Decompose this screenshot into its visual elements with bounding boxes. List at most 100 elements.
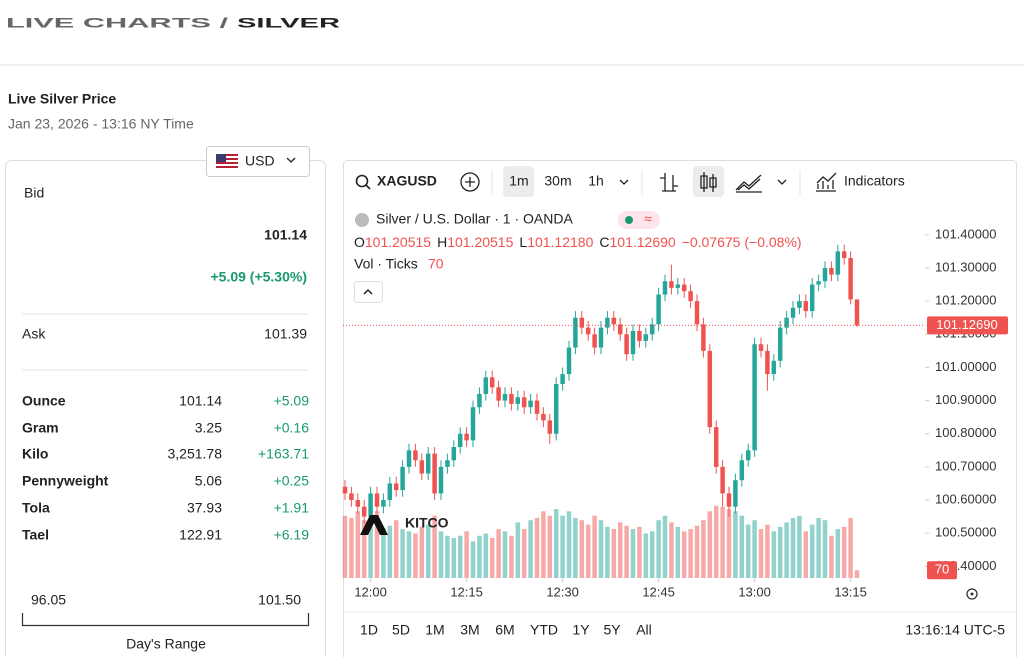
unit-name: Tael	[22, 527, 49, 543]
candle-body	[515, 397, 521, 404]
candle-body	[643, 334, 649, 341]
candle-body	[451, 447, 457, 461]
interval[interactable]: 30m	[544, 173, 571, 189]
range-high: 101.50	[258, 592, 301, 608]
area-icon[interactable]	[735, 174, 762, 193]
candle-body	[573, 317, 578, 348]
candle-body	[809, 284, 815, 312]
ask: 101.39	[264, 326, 307, 342]
volume-bar	[681, 531, 687, 578]
volume-bar	[432, 515, 437, 578]
volume-bar	[752, 520, 757, 578]
volume-bar	[675, 526, 681, 578]
candle-body	[854, 299, 860, 326]
chevron[interactable]	[777, 179, 787, 185]
candle-body	[438, 466, 444, 494]
bid-change: +5.09 (+5.30%)	[210, 269, 307, 285]
x-tick-label: 13:00	[738, 584, 771, 599]
volume-bar	[694, 525, 700, 578]
unit-change: +0.25	[274, 473, 310, 489]
range-low: 96.05	[31, 592, 66, 608]
volume-bar	[777, 526, 783, 578]
watermark: KITCO	[405, 515, 449, 531]
volume-bar	[560, 515, 565, 578]
unit-price: 5.06	[195, 473, 222, 489]
title-prefix: LIVE CHARTS /	[6, 15, 228, 31]
range-button[interactable]: 5D	[392, 622, 410, 638]
compare-button[interactable]	[460, 172, 480, 192]
candle-body	[649, 324, 655, 335]
candle-body	[413, 450, 418, 461]
range-button[interactable]: 3M	[460, 622, 479, 638]
candle-body	[477, 393, 482, 408]
candle-body	[361, 506, 367, 517]
volume-bar	[809, 524, 815, 578]
volume-bar	[489, 537, 495, 578]
search-icon[interactable]	[355, 174, 369, 188]
ohlc-key: H	[437, 234, 447, 250]
volume-bar	[707, 511, 713, 578]
chevron[interactable]	[619, 179, 629, 185]
candle-body	[592, 334, 597, 348]
volume-bar	[553, 509, 559, 578]
volume-bar	[355, 511, 361, 578]
active-chart-type	[693, 166, 724, 197]
candle-body	[387, 483, 393, 501]
range-button[interactable]: 1D	[360, 622, 378, 638]
search-icon	[365, 184, 371, 190]
chevron-up	[363, 288, 373, 295]
legend: Silver / U.S. Dollar · 1 · OANDA	[376, 211, 573, 227]
range-button[interactable]: YTD	[530, 622, 558, 638]
volume-bar	[419, 526, 425, 578]
unit-name: Kilo	[22, 446, 48, 462]
indicators-icon[interactable]	[816, 172, 837, 192]
candle-body	[611, 317, 617, 325]
unit-name: Pennyweight	[22, 473, 109, 489]
volume-bar	[566, 511, 572, 578]
range-button[interactable]: All	[636, 622, 652, 638]
candle-body	[669, 281, 674, 288]
status-icon: ≈	[644, 211, 652, 227]
candle-body	[784, 317, 789, 328]
candle-body	[630, 330, 636, 355]
interval[interactable]: 1m	[509, 173, 528, 189]
volume-bar	[361, 520, 367, 578]
unit-change: +6.19	[274, 527, 310, 543]
flag-stripe	[216, 164, 238, 166]
volume-bar	[515, 522, 521, 578]
unit-table: Ounce 101.14 +5.09 Gram 3.25 +0.16 Kilo 3,251.7…	[22, 393, 309, 543]
candle-body	[803, 301, 809, 312]
candle-body	[541, 413, 546, 421]
candle-icon[interactable]	[700, 172, 717, 192]
volume-bar	[848, 517, 853, 578]
symbol[interactable]: XAGUSD	[377, 173, 437, 189]
candle-body	[547, 420, 553, 434]
volume-bar	[483, 533, 489, 578]
settings-icon[interactable]	[966, 588, 978, 600]
range-button[interactable]: 6M	[495, 622, 514, 638]
interval[interactable]: 1h	[588, 173, 604, 189]
bar-type-icon[interactable]	[660, 173, 678, 192]
volume-bar	[509, 535, 514, 578]
currency[interactable]: USD	[245, 153, 275, 169]
collapse-button[interactable]	[354, 281, 383, 303]
status-badge	[618, 211, 660, 229]
volume-bar	[374, 511, 380, 578]
range-button[interactable]: 5Y	[603, 622, 621, 638]
volume-bar	[688, 529, 693, 578]
candle-body	[835, 251, 841, 275]
volume-bar	[822, 520, 828, 578]
range-button[interactable]: 1M	[425, 622, 444, 638]
currency-select[interactable]: USD	[206, 146, 310, 177]
range-button[interactable]: 1Y	[572, 622, 590, 638]
candle-body	[502, 393, 508, 401]
flag-canton	[216, 154, 226, 162]
indicators[interactable]: Indicators	[844, 173, 905, 189]
volume-bar	[457, 535, 463, 578]
y-tick-label: 101.30000	[935, 259, 996, 274]
candle-body	[509, 393, 514, 404]
candle-body	[406, 450, 412, 467]
flag-stripe	[216, 156, 238, 158]
unit-name: Ounce	[22, 393, 66, 409]
candle-body	[400, 466, 405, 491]
